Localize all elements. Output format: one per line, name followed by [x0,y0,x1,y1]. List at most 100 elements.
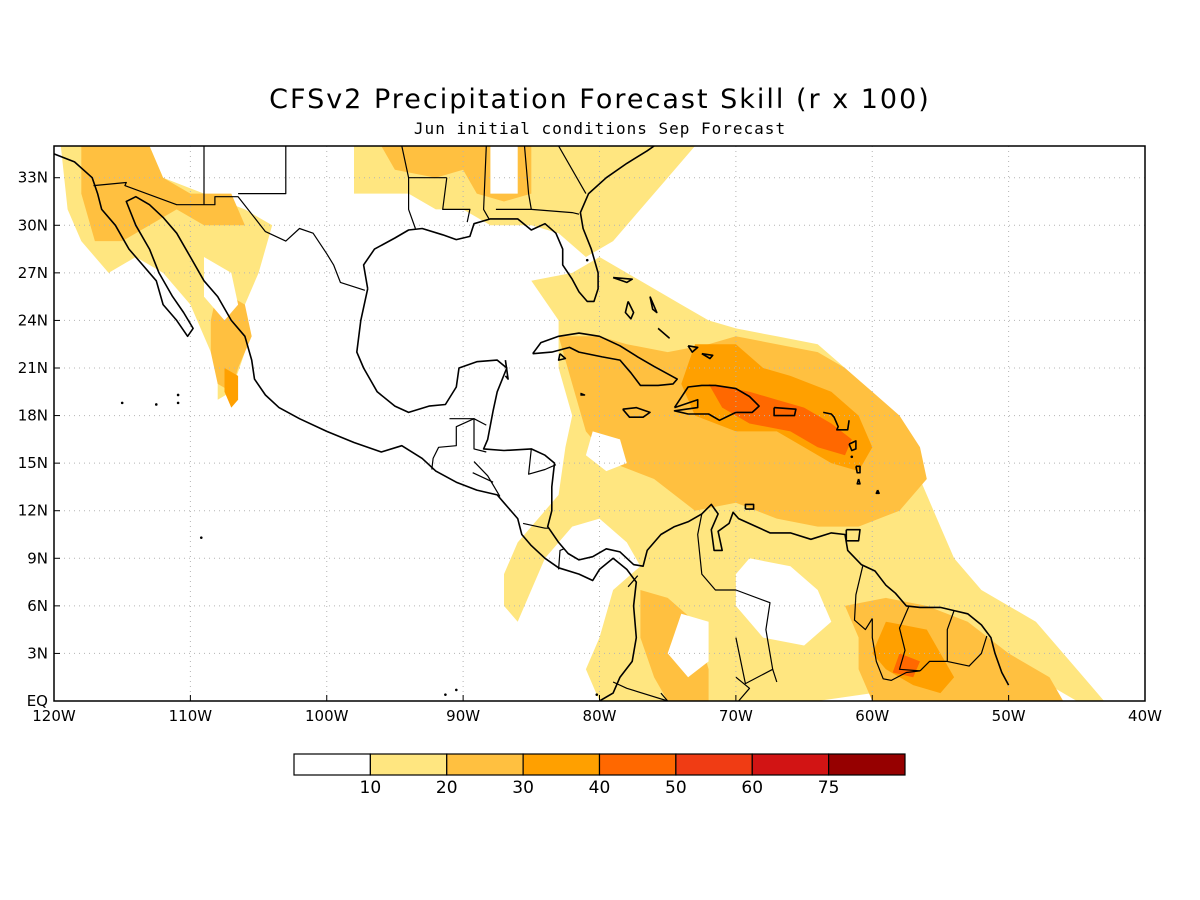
border-9 [558,146,587,194]
y-tick-label-7: 21N [18,359,48,377]
coastline-21 [557,353,567,361]
low-skill-region-4 [490,146,518,194]
colorbar-swatch-1 [369,753,448,776]
coastline-10 [855,465,861,474]
y-tick-label-4: 12N [18,502,48,520]
coastline-14 [624,301,635,320]
y-tick-label-1: 3N [27,644,48,662]
islet-7 [595,693,599,696]
colorbar-label-2: 30 [512,778,534,798]
colorbar-swatch-7 [828,753,906,776]
x-tick-label-2: 100W [305,707,349,725]
colorbar-swatch-4 [598,753,677,776]
y-tick-label-5: 15N [18,454,48,472]
islet-1 [154,403,158,406]
y-tick-label-3: 9N [27,549,48,567]
islet-8 [585,258,589,262]
border-2 [238,146,287,195]
coastline-7 [845,528,861,542]
y-tick-label-2: 6N [27,597,48,615]
islet-6 [455,688,458,692]
coastline-4 [673,384,760,422]
x-tick-label-0: 120W [32,707,76,725]
x-tick-label-6: 60W [855,707,889,725]
coastline-11 [856,478,861,485]
border-20 [871,618,921,682]
skill-region-3 [224,368,239,408]
islet-0 [120,401,124,405]
y-tick-label-10: 30N [18,216,48,234]
colorbar-swatch-3 [522,753,601,776]
border-16 [558,548,565,570]
x-tick-label-3: 90W [446,707,480,725]
coastline-15 [649,296,658,314]
country-borders [93,146,988,701]
coastline-20 [504,359,509,380]
low-skill-region-3 [667,613,709,678]
colorbar-label-4: 50 [665,778,687,798]
border-21 [898,605,921,672]
coastline-17 [687,345,699,353]
colorbar-swatch-5 [675,753,753,776]
y-tick-label-6: 18N [18,407,48,425]
border-19 [853,566,873,631]
coastline-0 [54,153,638,701]
border-13 [472,472,494,483]
border-23 [947,635,988,667]
coastline-22 [580,392,586,396]
coastline-5 [622,406,651,419]
y-axis-ticks: EQ 3N 6N 9N 12N 15N 18N 21N 24N 27N 30N 33N [18,169,60,710]
islet-2 [176,401,180,405]
skill-region-1 [81,146,245,242]
islet-4 [176,393,180,397]
coastline-6 [773,406,797,417]
colorbar-swatch-2 [446,753,524,776]
colorbar-swatch-0 [293,753,371,776]
border-0 [93,181,366,291]
colorbar: 10 20 30 40 50 60 75 [293,753,906,798]
border-25 [612,681,669,701]
y-tick-label-8: 24N [18,311,48,329]
border-14 [527,448,557,475]
gridlines [54,146,1145,701]
y-tick-label-11: 33N [18,169,48,187]
border-24 [735,637,773,685]
islet-9 [850,455,854,459]
chart-title: CFSv2 Precipitation Forecast Skill (r x … [269,84,931,115]
coastline-13 [612,276,634,284]
y-tick-label-0: EQ [27,692,48,710]
colorbar-label-1: 20 [436,778,458,798]
coastline-8 [744,503,755,510]
colorbar-label-3: 40 [589,778,611,798]
islet-3 [199,536,203,539]
border-8 [531,208,580,215]
low-skill-region-1 [585,431,627,472]
border-26 [735,676,751,701]
islet-5 [444,693,447,696]
x-tick-label-4: 80W [583,707,617,725]
x-tick-label-1: 110W [169,707,213,725]
colorbar-label-0: 10 [360,778,382,798]
coastline-12 [875,489,880,495]
border-7 [495,146,532,210]
border-3 [401,146,416,229]
coastline-19 [823,411,850,431]
coastline-1 [355,288,1010,686]
coastline-3 [532,332,679,387]
skill-region-7 [558,336,927,527]
coastline-2 [362,146,655,303]
skill-region-12 [708,383,852,456]
coastline-16 [657,327,670,339]
coastline-18 [701,352,714,360]
border-11 [449,418,487,453]
skill-region-11 [872,621,955,694]
coastlines [54,146,1010,701]
chart-subtitle: Jun initial conditions Sep Forecast [413,119,787,138]
x-axis-ticks: 120W 110W 100W 90W 80W 70W 60W 50W 40W [32,695,1162,725]
low-skill-region-2 [735,558,832,646]
border-5 [442,177,471,223]
x-tick-label-8: 40W [1128,707,1162,725]
colorbar-label-5: 60 [741,778,763,798]
border-18 [697,513,778,683]
colorbar-label-6: 75 [818,778,840,798]
